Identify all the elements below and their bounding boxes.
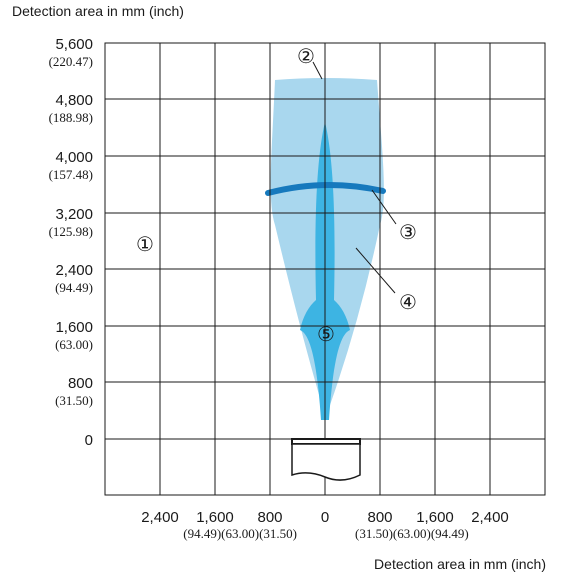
y-tick-mm: 5,600 (55, 36, 93, 53)
y-tick-mm: 0 (85, 432, 93, 449)
y-tick-inch: (63.00) (55, 337, 93, 352)
sensor-symbol (291, 438, 361, 481)
x-tick-mm: 0 (321, 509, 329, 526)
y-tick-mm: 800 (68, 375, 93, 392)
x-tick-inch-right: (31.50)(63.00)(94.49) (355, 526, 469, 541)
y-tick-inch: (157.48) (49, 167, 93, 182)
y-tick-inch: (125.98) (49, 224, 93, 239)
x-tick-mm: 1,600 (416, 509, 454, 526)
callout-5: ⑤ (317, 324, 335, 346)
x-tick-mm: 1,600 (196, 509, 234, 526)
y-tick-inch: (31.50) (55, 393, 93, 408)
callout-3: ③ (399, 222, 417, 244)
y-tick-mm: 4,000 (55, 149, 93, 166)
y-tick-mm: 1,600 (55, 319, 93, 336)
x-tick-mm: 800 (367, 509, 392, 526)
bottom-axis-label: Detection area in mm (inch) (374, 556, 546, 572)
y-axis-ticks: 5,600 (220.47) 4,800 (188.98) 4,000 (157… (49, 36, 93, 449)
callout-4: ④ (399, 292, 417, 314)
callout-2: ② (297, 46, 315, 68)
callout-1: ① (136, 234, 154, 256)
x-tick-mm: 2,400 (141, 509, 179, 526)
x-tick-inch-left: (94.49)(63.00)(31.50) (183, 526, 297, 541)
y-tick-inch: (94.49) (55, 280, 93, 295)
x-tick-mm: 800 (257, 509, 282, 526)
y-tick-mm: 4,800 (55, 92, 93, 109)
top-axis-label: Detection area in mm (inch) (12, 3, 184, 19)
y-tick-mm: 2,400 (55, 262, 93, 279)
grid (104, 42, 546, 496)
y-tick-mm: 3,200 (55, 206, 93, 223)
x-axis-ticks: 2,400 1,600 800 0 800 1,600 2,400 (94.49… (141, 509, 509, 541)
callout-leaders (312, 61, 397, 294)
y-tick-inch: (188.98) (49, 110, 93, 125)
x-tick-mm: 2,400 (471, 509, 509, 526)
y-tick-inch: (220.47) (49, 54, 93, 69)
